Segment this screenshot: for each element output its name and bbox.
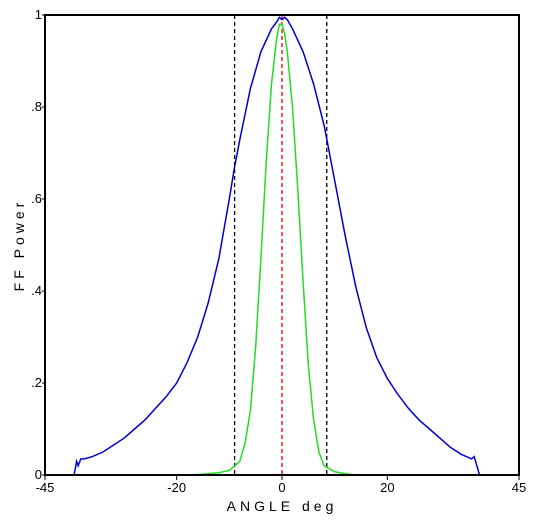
- plot-area: [73, 15, 481, 476]
- x-tick-label: 20: [380, 480, 394, 495]
- plot-frame: [44, 14, 520, 476]
- y-tick-label: .4: [31, 283, 42, 298]
- y-tick-label: .8: [31, 99, 42, 114]
- x-axis-title: ANGLE deg: [227, 498, 338, 514]
- y-axis-title: FF Power: [11, 199, 27, 292]
- y-tick-label: .6: [31, 191, 42, 206]
- y-axis-ticks: 0 .2 .4 .6 .8 1: [31, 7, 45, 482]
- y-tick-label: .2: [31, 375, 42, 390]
- x-tick-label: 45: [512, 480, 526, 495]
- series-line-1: [73, 16, 481, 476]
- x-axis-ticks: -45 -20 0 20 45: [36, 475, 526, 495]
- x-tick-label: -45: [36, 480, 55, 495]
- x-tick-label: -20: [167, 480, 186, 495]
- x-tick-label: 0: [278, 480, 285, 495]
- y-tick-label: 0: [35, 467, 42, 482]
- y-tick-label: 1: [35, 7, 42, 22]
- series-line-2: [192, 23, 372, 476]
